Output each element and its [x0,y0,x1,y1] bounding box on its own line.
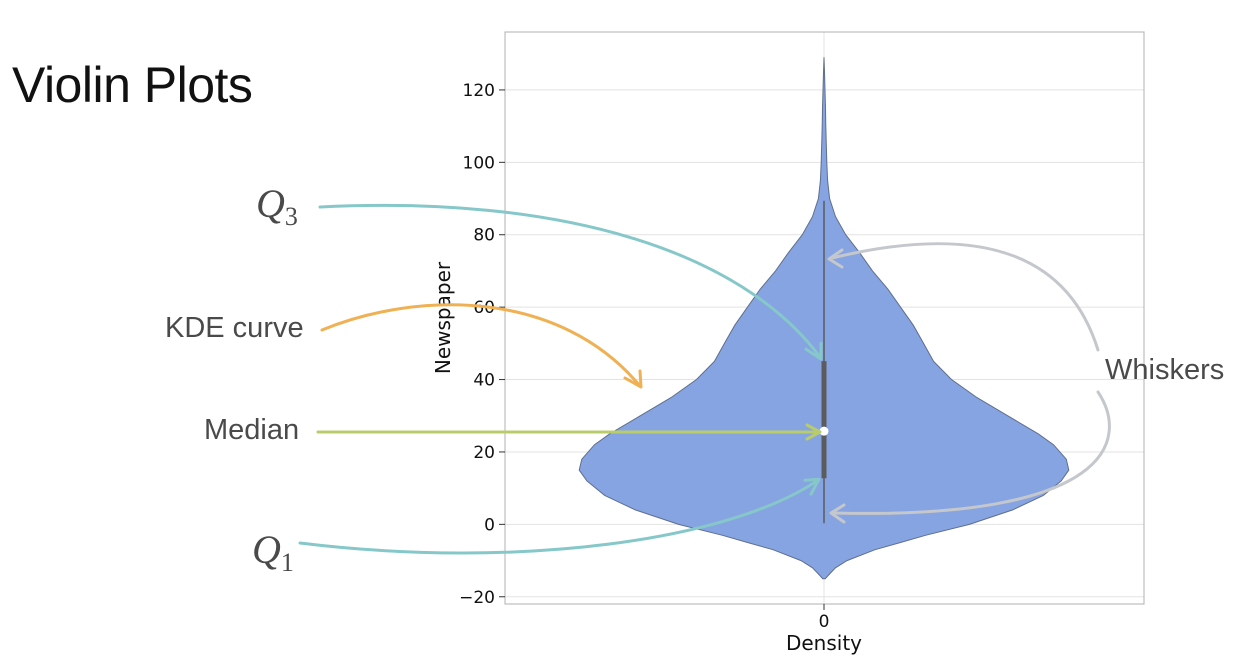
q3-letter: Q [256,181,285,226]
q3-subscript: 3 [284,202,298,231]
y-axis-label: Newspaper [431,261,455,374]
slide-title: Violin Plots [12,57,253,113]
median-point [819,426,829,436]
y-tick-label: 80 [473,226,495,246]
x-axis-label: Density [786,631,862,655]
q1-arrow-head [803,477,821,496]
y-tick-label: 40 [473,371,495,391]
whisker-low-arrow [832,390,1111,515]
y-tick-label: 0 [484,515,495,535]
kde-arrow-head [623,369,643,389]
q3-arrow-head [804,341,823,361]
y-tick-label: 60 [473,298,495,318]
whisker-high-arrow-head [827,248,844,269]
q1-letter: Q [252,527,281,572]
whiskers-label: Whiskers [1105,354,1225,386]
whisker-low-arrow-head [829,503,846,524]
q3-arrow [318,203,822,359]
violin-layer [578,57,1070,580]
whisker-high-arrow [830,242,1100,352]
y-tick-label: −20 [459,588,495,608]
y-tick-label: 100 [463,153,495,173]
annotation-arrows [298,203,1111,555]
q1-arrow [298,478,820,555]
median-arrow-head [805,423,822,441]
median-label: Median [204,414,300,446]
y-tick-label: 20 [473,443,495,463]
kde-curve-label: KDE curve [165,312,304,344]
y-tick-label: 120 [463,81,495,101]
q3-label: Q3 [256,180,298,232]
kde-arrow [320,303,642,388]
q1-subscript: 1 [280,548,294,577]
q1-label: Q1 [252,526,294,578]
x-tick-label: 0 [819,612,830,632]
